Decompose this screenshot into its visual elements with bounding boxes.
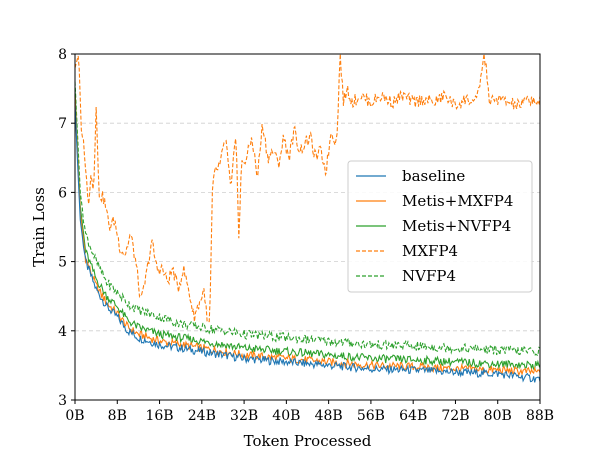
legend-label-baseline: baseline <box>402 167 465 185</box>
legend-box <box>347 160 533 293</box>
x-tick-label: 48B <box>315 408 343 424</box>
x-tick-label: 56B <box>357 408 385 424</box>
y-tick-label: 8 <box>58 47 67 63</box>
series-line-mxfp4 <box>74 53 541 324</box>
x-axis-ticks: 0B 8B 16B 24B 32B 40B 48B 56B 64B 72B 80B 88B <box>65 400 554 424</box>
x-tick-label: 72B <box>441 408 469 424</box>
x-tick-label: 64B <box>399 408 427 424</box>
x-tick-label: 40B <box>272 408 300 424</box>
legend-label-mxfp4: MXFP4 <box>402 242 458 260</box>
plot-frame <box>74 53 541 401</box>
y-tick-label: 7 <box>58 116 67 132</box>
series-line-baseline <box>74 102 541 383</box>
series-line-nvfp4 <box>74 81 541 357</box>
y-tick-label: 5 <box>58 255 67 271</box>
y-axis-label: Train Loss <box>30 187 48 267</box>
legend-label-metis-mxfp4: Metis+MXFP4 <box>402 192 513 210</box>
y-axis-ticks: 3 4 5 6 7 8 <box>58 47 75 409</box>
y-tick-label: 6 <box>58 185 67 201</box>
legend: baseline Metis+MXFP4 Metis+NVFP4 MXFP4 NVFP4 <box>347 160 533 293</box>
x-tick-label: 24B <box>188 408 216 424</box>
series-lines <box>74 53 541 383</box>
y-tick-label: 4 <box>58 324 67 340</box>
x-tick-label: 32B <box>230 408 258 424</box>
y-tick-label: 3 <box>58 393 67 409</box>
x-tick-label: 16B <box>145 408 173 424</box>
series-line-metis-nvfp4 <box>74 88 541 371</box>
series-line-metis-mxfp4 <box>74 95 541 377</box>
legend-label-metis-nvfp4: Metis+NVFP4 <box>402 217 511 235</box>
x-tick-label: 8B <box>108 408 127 424</box>
x-tick-label: 0B <box>65 408 84 424</box>
legend-label-nvfp4: NVFP4 <box>402 267 456 285</box>
x-tick-label: 80B <box>484 408 512 424</box>
x-tick-label: 88B <box>526 408 554 424</box>
x-axis-label: Token Processed <box>244 432 372 450</box>
